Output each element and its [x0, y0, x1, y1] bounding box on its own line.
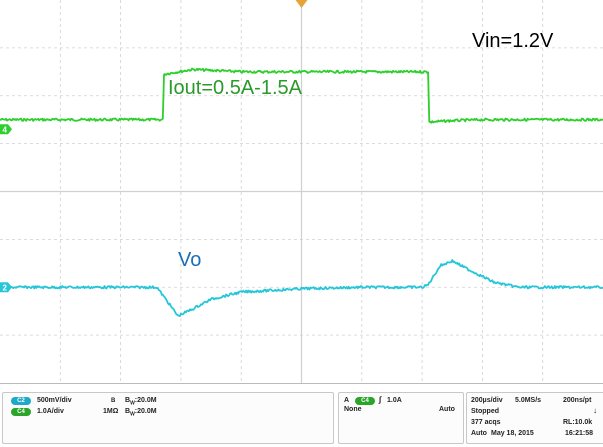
per-point: 200ns/pt — [563, 397, 592, 404]
ch4-bw: BW:20.0M — [125, 408, 157, 418]
vin-annotation: Vin=1.2V — [472, 30, 554, 52]
acq-mode: Auto — [471, 430, 487, 437]
acq-count: 377 acqs — [471, 419, 501, 426]
acquisition-box: 200µs/div 5.0MS/s 200ns/pt Stopped ↓ 377… — [466, 392, 603, 444]
status-panel: C2 500mV/div B BW:20.0M C4 1.0A/div 1MΩ … — [0, 383, 603, 447]
trace-c2 — [0, 258, 603, 318]
acq-date: May 18, 2015 — [491, 430, 534, 437]
acq-time: 16:21:58 — [565, 430, 594, 437]
ch4-impedance: 1MΩ — [103, 408, 119, 415]
ch2-badge[interactable]: C2 — [11, 397, 31, 405]
ch4-badge[interactable]: C4 — [11, 408, 31, 416]
traces — [0, 67, 603, 318]
ch4-bw-value: 20.0M — [137, 408, 157, 415]
vo-annotation: Vo — [178, 249, 201, 271]
ch4-scale: 1.0A/div — [37, 408, 64, 415]
ch2-coupling: B — [111, 398, 116, 404]
record-length: RL:10.0k — [563, 419, 593, 426]
trigger-mode-left: None — [344, 406, 362, 413]
channel-markers: 42 — [0, 124, 12, 293]
trace-c4 — [0, 67, 603, 124]
trigger-source-letter: A — [344, 397, 350, 404]
ch2-bw-value: 20.0M — [137, 397, 157, 404]
trigger-settings-box: A C4 ∫ 1.0A None Auto — [338, 392, 464, 444]
trigger-source-badge[interactable]: C4 — [355, 397, 375, 405]
arrow-down-icon: ↓ — [593, 406, 597, 415]
trigger-mode-right: Auto — [439, 406, 455, 413]
rising-edge-icon: ∫ — [379, 395, 382, 404]
waveform-plot: 42 Vin=1.2V Iout=0.5A-1.5A Vo — [0, 0, 603, 383]
ch2-bw: BW:20.0M — [125, 397, 157, 407]
bw-prefix: BW: — [125, 397, 138, 407]
channel-marker-4 — [0, 124, 12, 135]
ch2-scale: 500mV/div — [37, 397, 72, 404]
trigger-position-marker — [295, 0, 308, 8]
channel-marker-label: 4 — [3, 125, 8, 134]
sample-rate: 5.0MS/s — [515, 397, 542, 404]
iout-annotation: Iout=0.5A-1.5A — [168, 77, 303, 99]
timebase: 200µs/div — [471, 397, 503, 404]
trigger-level: 1.0A — [387, 397, 402, 404]
channel-settings-box: C2 500mV/div B BW:20.0M C4 1.0A/div 1MΩ … — [2, 392, 334, 444]
acq-state: Stopped — [471, 408, 499, 415]
bw-prefix: BW: — [125, 408, 138, 418]
graticule — [0, 0, 603, 383]
channel-marker-label: 2 — [3, 283, 8, 292]
channel-marker-2 — [0, 282, 12, 293]
